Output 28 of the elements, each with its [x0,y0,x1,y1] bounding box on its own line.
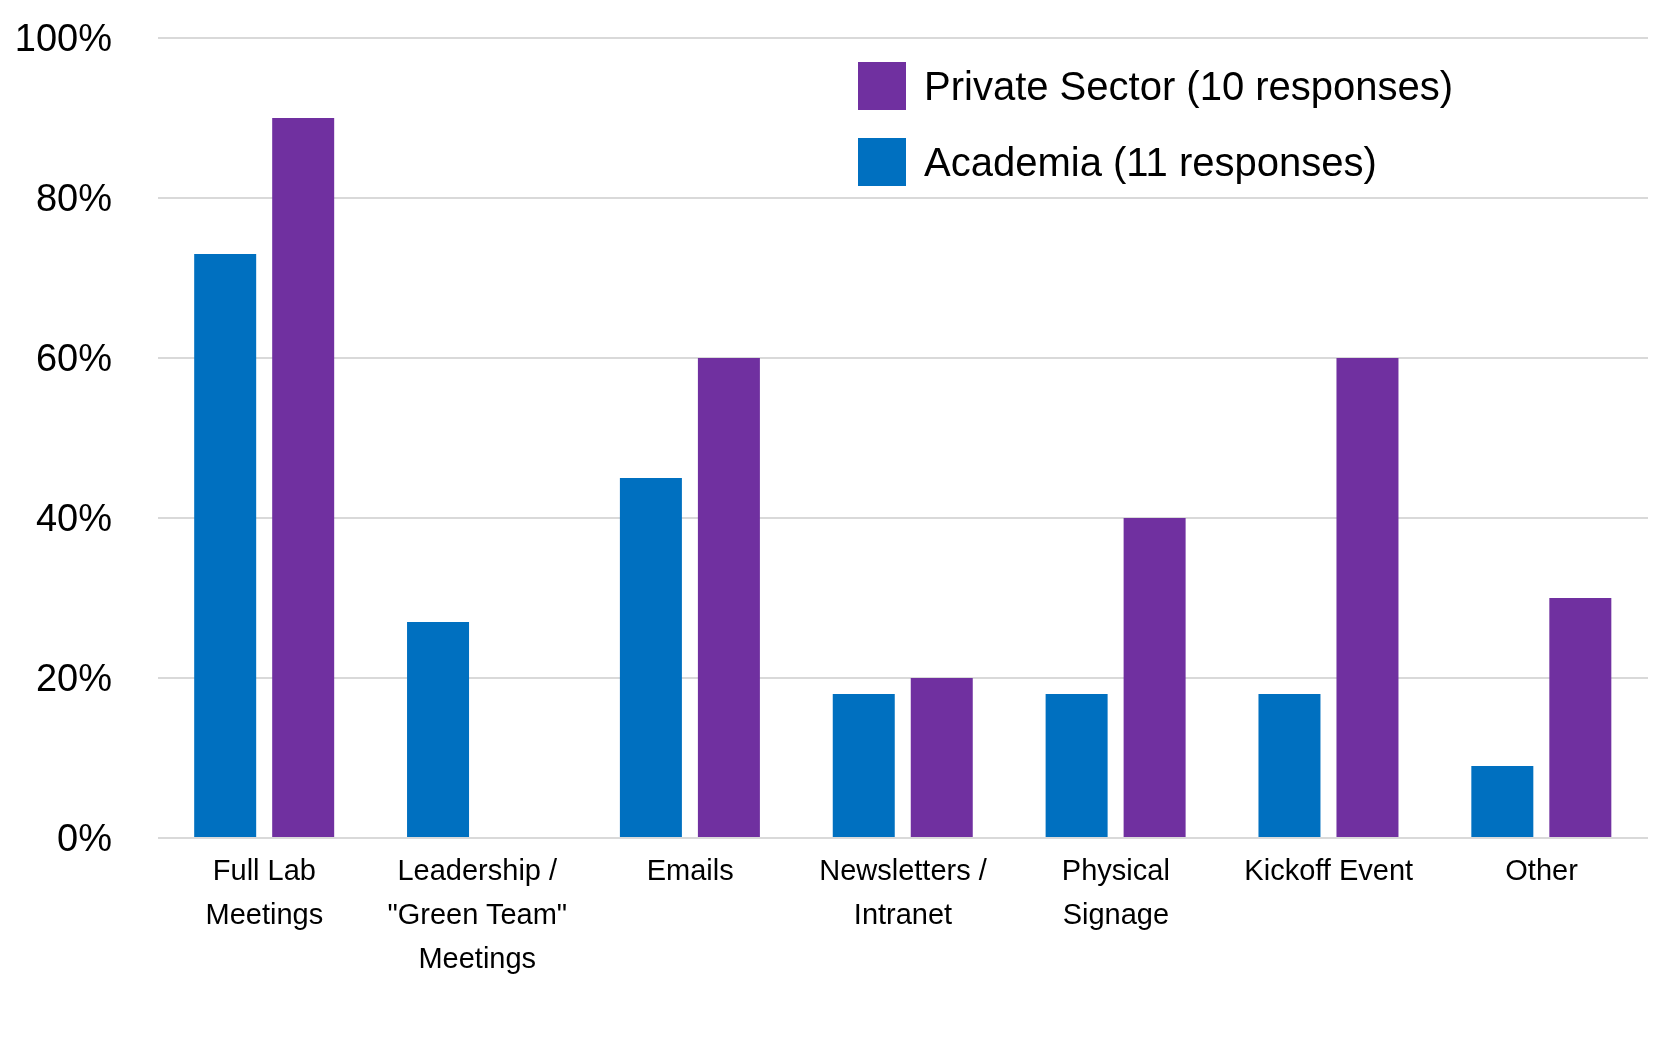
bar [1471,766,1534,838]
y-tick-label: 0% [57,817,112,860]
bar [194,254,257,838]
legend-label: Private Sector (10 responses) [924,63,1454,109]
y-tick-label: 100% [14,17,112,60]
bar [272,118,335,838]
x-tick-label: Other [1505,854,1579,886]
bar [697,358,760,838]
x-tick-label: Full Lab Meetings [205,854,324,930]
y-tick-label: 40% [35,497,112,540]
bar [619,478,682,838]
y-tick-label: 60% [35,337,112,380]
bar [1123,518,1186,838]
bar [1549,598,1612,838]
x-tick-label: Leadership / "Green Team" Meetings [387,854,568,974]
x-tick-label: Newsletters / Intranet [819,854,988,930]
bar [407,622,470,838]
bar [910,678,973,838]
bar [1258,694,1321,838]
x-tick-label: Emails [646,854,734,886]
bar [832,694,895,838]
x-tick-label: Physical Signage [1061,854,1170,930]
y-tick-label: 20% [35,657,112,700]
bar [1336,358,1399,838]
x-tick-label: Kickoff Event [1244,854,1414,886]
bar [1045,694,1108,838]
y-tick-label: 80% [35,177,112,220]
legend-label: Academia (11 responses) [924,139,1377,185]
